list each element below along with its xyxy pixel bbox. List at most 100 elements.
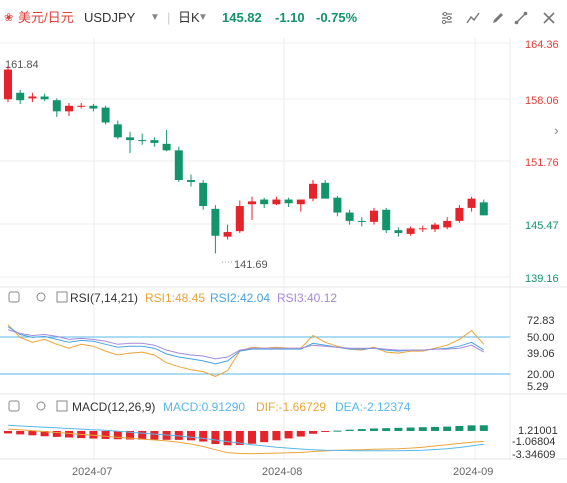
macd-menu-icon[interactable] [56,400,68,412]
price-tick: 139.16 [525,273,559,285]
candle-body [418,228,427,230]
dea-line [7,424,484,452]
macd-hist-bar [260,430,269,443]
candle-body [126,137,134,141]
candles-layer [4,65,488,254]
candle-body [333,197,342,213]
macd-hist-bar [406,427,415,431]
candle-body [77,105,86,107]
interval-select[interactable]: 日K [178,10,200,25]
rsi-hide-icon[interactable] [8,291,20,303]
candle-body [138,140,147,142]
symbol-name[interactable]: 美元/日元 [18,10,74,25]
date-tick: 2024-08 [262,466,302,478]
candle-body [52,100,61,112]
price-change: -1.10 [275,10,305,25]
candle-body [28,96,37,99]
symbol-dropdown-icon[interactable]: ▼ [150,12,160,23]
candle-body [16,92,25,101]
candle-body [479,202,488,216]
macd-hist-bar [187,430,195,441]
candle-body [65,105,73,112]
interval-dropdown-icon[interactable]: ▼ [198,12,208,23]
macd-hist-bar [284,430,293,439]
dif-line [7,428,484,455]
price-tick: 151.76 [525,157,559,169]
dif-value: DIF:-1.66729 [256,400,326,414]
macd-hide-icon[interactable] [8,400,20,412]
macd-hist-bar [479,425,488,431]
macd-title: MACD(12,26,9) [72,400,155,414]
macd-hist-bar [333,430,342,432]
candle-body [382,209,391,231]
candle-body [223,232,232,237]
candle-body [174,150,183,181]
indicator-add-icon[interactable] [465,10,481,26]
macd-hist-bar [309,430,317,434]
rsi-menu-icon[interactable] [56,291,68,303]
candle-body [40,96,49,100]
candle-body [345,212,354,221]
candle-body [235,206,244,232]
candle-body [357,220,366,222]
rsi-tick: 20.00 [527,369,555,381]
candle-body [321,182,330,199]
candle-body [187,180,195,182]
macd-hist-bar [89,430,98,439]
macd-hist-bar [113,430,122,440]
macd-hist-bar [357,429,366,431]
macd-value: MACD:0.91290 [163,400,245,414]
price-tick: 158.06 [525,95,559,107]
candle-body [89,105,98,109]
symbol-code[interactable]: USDJPY [84,10,136,25]
line-draw-icon[interactable] [513,10,529,26]
price-tick: 145.47 [525,220,559,232]
candle-body [406,228,415,234]
macd-hist-bar [65,430,73,438]
candle-body [455,207,464,221]
candle-body [272,199,281,205]
macd-hist-bar [345,429,354,431]
rsi3-value: RSI3:40.12 [277,291,337,305]
toolbar: ❀ 美元/日元 USDJPY ▼ | 日K ▼ 145.82 -1.10 -0.… [0,0,567,38]
rsi-title: RSI(7,14,21) [70,291,138,305]
rsi-tick: 72.83 [527,315,555,327]
close-icon[interactable] [541,10,557,26]
candle-body [443,220,452,228]
macd-hist-bar [150,430,159,440]
macd-hist-bar [16,430,25,435]
macd-hist-bar [431,426,439,431]
macd-hist-bar [28,430,37,436]
rsi-tick: 50.00 [527,332,555,344]
dea-value: DEA:-2.12374 [335,400,411,414]
candle-body [370,210,378,222]
candle-body [113,124,122,138]
candle-body [248,201,256,205]
macd-hist-bar [248,430,256,444]
macd-hist-bar [4,430,12,434]
rsi-header: RSI(7,14,21) RSI1:48.45 RSI2:42.04 RSI3:… [8,291,337,305]
macd-settings-icon[interactable] [36,401,46,411]
rsi-lines [7,324,485,378]
macd-header: MACD(12,26,9) MACD:0.91290 DIF:-1.66729 … [8,400,411,414]
rsi-tick: 5.29 [527,381,548,393]
toolbar-divider: | [167,10,171,25]
panel-collapse-icon[interactable]: › [554,122,559,138]
candle-body [199,182,208,207]
last-price: 145.82 [222,10,262,25]
candle-body [150,140,159,143]
macd-hist-bar [382,428,391,431]
candle-body [284,199,293,204]
macd-hist-bar [467,425,476,431]
rsi-settings-icon[interactable] [36,292,46,302]
macd-tick: 1.21001 [518,425,558,437]
draw-icon[interactable] [490,10,506,26]
date-tick: 2024-07 [72,466,112,478]
candle-body [260,199,269,205]
macd-hist-bar [443,426,452,431]
settings-icon[interactable] [439,10,455,26]
macd-hist-bar [126,430,134,440]
macd-hist-bar [235,430,244,445]
macd-hist-bar [101,430,110,439]
